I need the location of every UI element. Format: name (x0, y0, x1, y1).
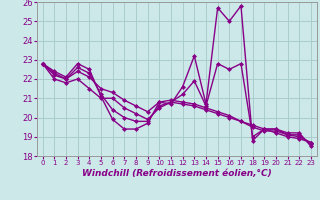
X-axis label: Windchill (Refroidissement éolien,°C): Windchill (Refroidissement éolien,°C) (82, 169, 272, 178)
